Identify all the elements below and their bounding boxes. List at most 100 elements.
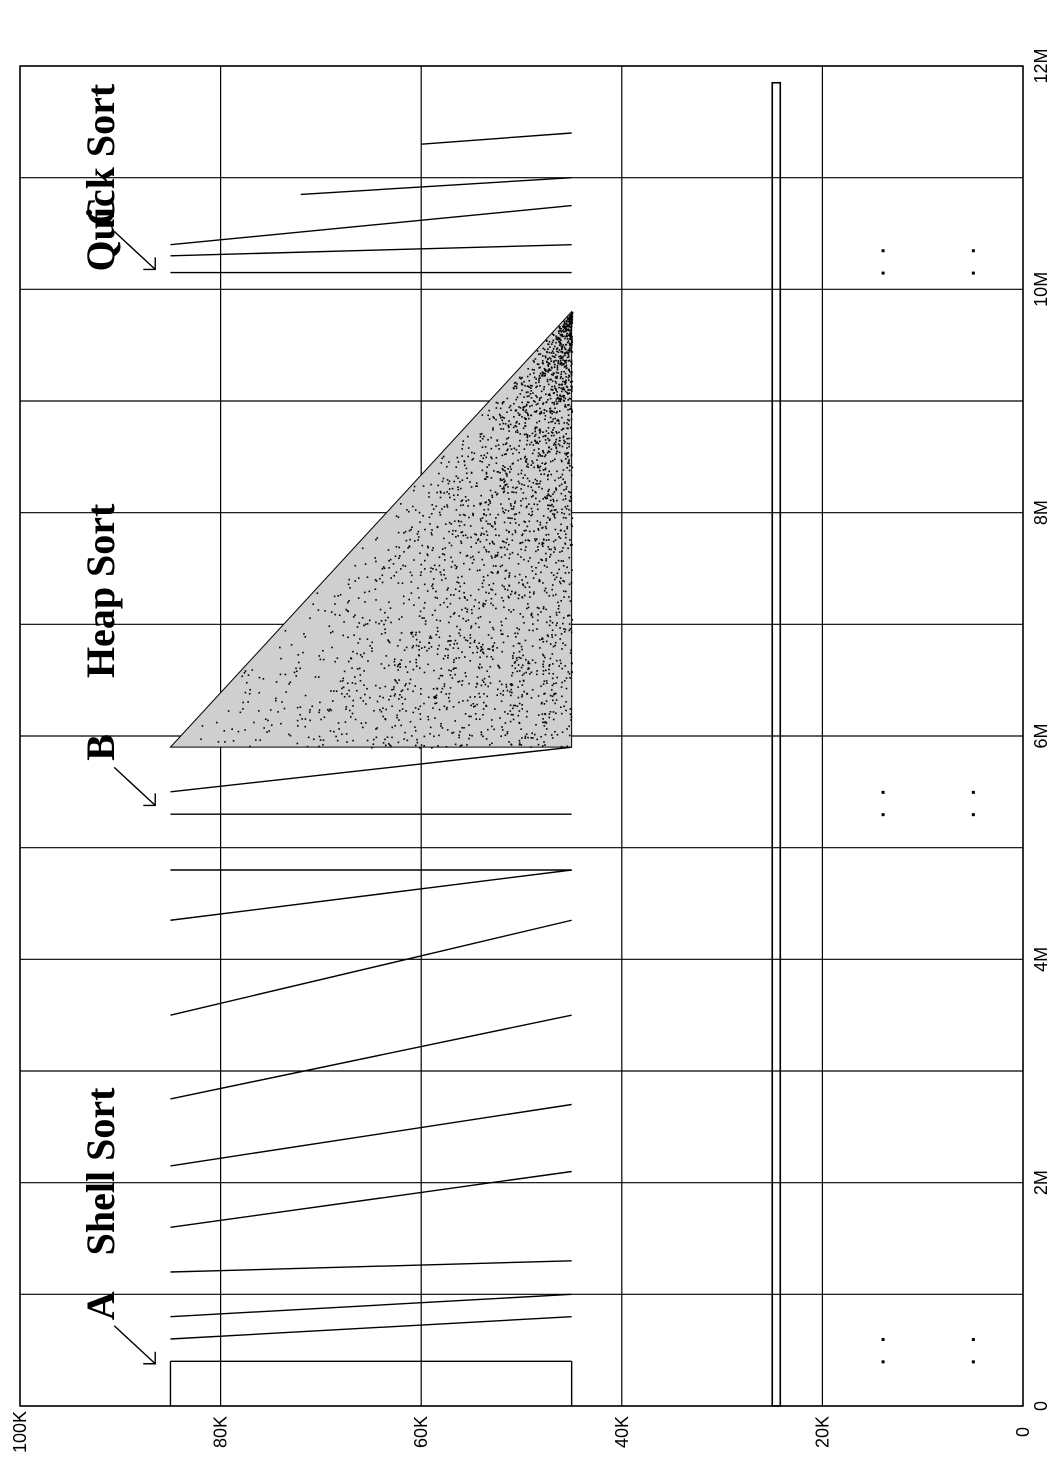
heap-access-point [503, 486, 505, 488]
heap-access-point [527, 606, 530, 609]
heap-access-point [537, 714, 540, 716]
heap-access-point [565, 379, 567, 382]
heap-access-point [382, 707, 384, 710]
heap-access-point [571, 351, 574, 353]
heap-access-point [547, 365, 550, 367]
heap-access-point [555, 447, 558, 450]
heap-access-point [388, 641, 391, 644]
heap-access-point [558, 439, 561, 442]
heap-access-point [560, 328, 563, 330]
heap-access-point [562, 344, 565, 346]
heap-access-point [552, 505, 555, 508]
heap-access-point [430, 637, 433, 639]
heap-access-point [569, 539, 571, 541]
heap-access-point [496, 694, 499, 696]
heap-access-point [516, 670, 519, 673]
heap-access-point [459, 585, 462, 588]
heap-access-point [557, 477, 560, 479]
heap-access-point [571, 411, 573, 413]
heap-access-point [446, 589, 449, 591]
heap-access-point [547, 478, 549, 481]
heap-access-point [338, 728, 340, 730]
heap-access-point [567, 328, 570, 330]
heap-access-point [371, 647, 373, 650]
heap-access-point [494, 523, 496, 525]
heap-access-point [495, 517, 497, 519]
heap-access-point [400, 696, 403, 699]
heap-access-point [426, 554, 429, 557]
heap-access-point [348, 578, 351, 581]
heap-access-point [568, 322, 571, 324]
heap-access-point [553, 434, 555, 437]
heap-access-point [522, 679, 525, 682]
heap-access-point [465, 675, 467, 678]
heap-access-point [547, 450, 550, 452]
heap-access-point [571, 390, 573, 392]
heap-access-point [357, 577, 360, 579]
heap-access-point [567, 379, 570, 381]
heap-access-point [540, 412, 543, 414]
heap-access-point [539, 465, 542, 468]
heap-access-point [459, 628, 461, 631]
heap-access-point [517, 696, 520, 699]
heap-access-point [326, 708, 329, 711]
heap-access-point [540, 390, 543, 393]
heap-access-point [297, 661, 300, 664]
heap-access-point [562, 498, 565, 501]
heap-access-point [565, 334, 568, 337]
heap-access-point [355, 689, 358, 692]
heap-access-point [535, 386, 537, 389]
heap-access-point [423, 583, 426, 586]
heap-access-point [429, 635, 432, 637]
heap-access-point [455, 667, 457, 670]
heap-access-point [549, 410, 551, 413]
heap-access-point [549, 510, 552, 513]
heap-access-point [462, 700, 464, 702]
heap-access-point [528, 539, 531, 542]
heap-access-point [542, 542, 545, 545]
heap-access-point [491, 494, 493, 497]
heap-access-point [564, 352, 567, 354]
heap-access-point [556, 350, 558, 353]
heap-access-point [443, 601, 445, 604]
heap-access-point [548, 446, 550, 449]
heap-access-point [244, 691, 247, 694]
heap-access-point [435, 694, 438, 697]
heap-access-point [467, 435, 469, 438]
heap-access-point [400, 568, 402, 570]
heap-access-point [429, 523, 431, 525]
heap-access-point [548, 363, 551, 365]
heap-access-point [384, 632, 387, 634]
heap-access-point [446, 706, 448, 709]
heap-access-point [352, 705, 354, 707]
heap-access-point [530, 697, 533, 699]
heap-access-point [500, 428, 502, 430]
heap-access-point [322, 658, 325, 661]
heap-access-point [537, 353, 540, 356]
heap-access-point [515, 657, 518, 659]
heap-access-point [537, 465, 539, 467]
heap-access-point [563, 442, 565, 445]
heap-access-point [455, 567, 457, 570]
heap-access-point [531, 489, 534, 492]
heap-access-point [530, 464, 533, 466]
heap-access-point [408, 598, 410, 601]
heap-access-point [552, 540, 555, 543]
heap-access-point [459, 551, 462, 554]
heap-access-point [524, 539, 527, 542]
heap-access-point [559, 333, 562, 336]
heap-access-point [464, 495, 467, 498]
heap-access-point [466, 554, 469, 557]
heap-access-point [459, 481, 461, 483]
heap-access-point [551, 677, 554, 680]
heap-access-point [565, 328, 568, 330]
heap-access-point [309, 719, 311, 722]
heap-access-point [551, 389, 554, 391]
heap-access-point [502, 491, 505, 494]
heap-access-point [517, 412, 520, 414]
heap-access-point [453, 611, 456, 614]
heap-access-point [352, 699, 355, 702]
heap-access-point [515, 421, 518, 424]
heap-access-point [570, 437, 573, 440]
heap-access-point [379, 709, 381, 711]
